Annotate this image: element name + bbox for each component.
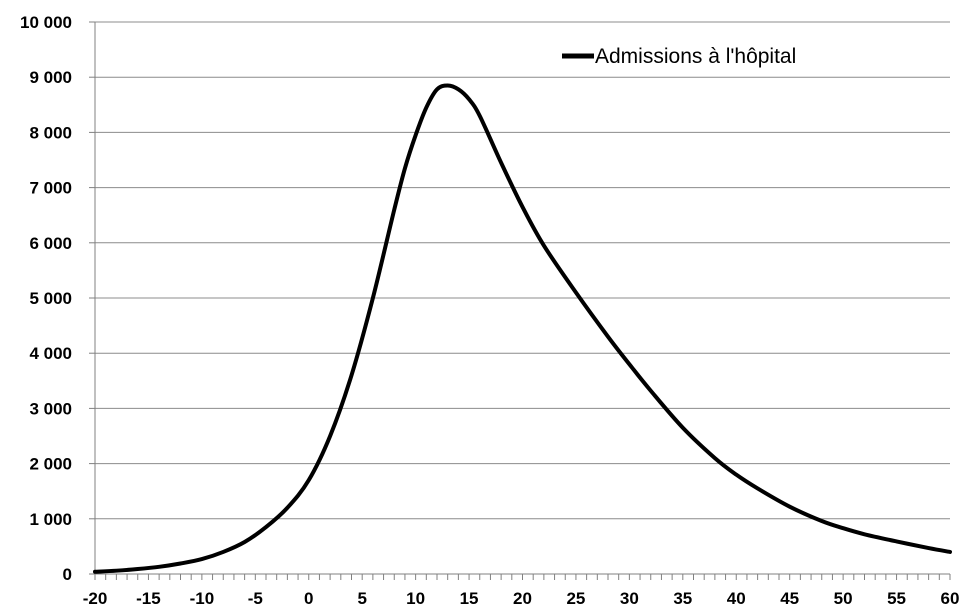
y-tick-label-1: 1 000 xyxy=(29,510,72,529)
x-tick-label-3: -5 xyxy=(248,589,263,608)
x-tick-label-9: 25 xyxy=(566,589,585,608)
x-tick-label-4: 0 xyxy=(304,589,313,608)
y-tick-label-3: 3 000 xyxy=(29,399,72,418)
y-tick-label-10: 10 000 xyxy=(20,13,72,32)
x-tick-label-13: 45 xyxy=(780,589,799,608)
y-tick-label-4: 4 000 xyxy=(29,344,72,363)
y-tick-label-5: 5 000 xyxy=(29,289,72,308)
x-tick-label-1: -15 xyxy=(136,589,161,608)
x-tick-label-5: 5 xyxy=(357,589,366,608)
x-tick-label-15: 55 xyxy=(887,589,906,608)
x-axis-ticks: -20 -15 -10 -5 0 5 10 15 20 25 30 35 40 45 50 55 60 xyxy=(83,574,960,608)
series-line-0 xyxy=(93,83,952,574)
x-tick-label-2: -10 xyxy=(190,589,215,608)
y-tick-label-8: 8 000 xyxy=(29,123,72,142)
x-tick-label-12: 40 xyxy=(727,589,746,608)
gridlines xyxy=(95,21,950,520)
x-tick-label-11: 35 xyxy=(673,589,692,608)
x-tick-label-7: 15 xyxy=(460,589,479,608)
y-tick-label-2: 2 000 xyxy=(29,455,72,474)
x-tick-label-14: 50 xyxy=(834,589,853,608)
y-axis-ticks: 0 1 000 2 000 3 000 4 000 5 000 6 000 7 000 8 00… xyxy=(20,13,95,584)
legend: Admissions à l'hôpital xyxy=(562,45,796,68)
x-tick-label-16: 60 xyxy=(941,589,960,608)
x-tick-label-0: -20 xyxy=(83,589,108,608)
x-tick-label-6: 10 xyxy=(406,589,425,608)
y-tick-label-0: 0 xyxy=(63,565,72,584)
y-tick-label-7: 7 000 xyxy=(29,179,72,198)
x-tick-label-10: 30 xyxy=(620,589,639,608)
series-group xyxy=(93,83,952,574)
y-tick-label-9: 9 000 xyxy=(29,68,72,87)
x-tick-label-8: 20 xyxy=(513,589,532,608)
legend-label: Admissions à l'hôpital xyxy=(595,45,796,68)
y-tick-label-6: 6 000 xyxy=(29,234,72,253)
